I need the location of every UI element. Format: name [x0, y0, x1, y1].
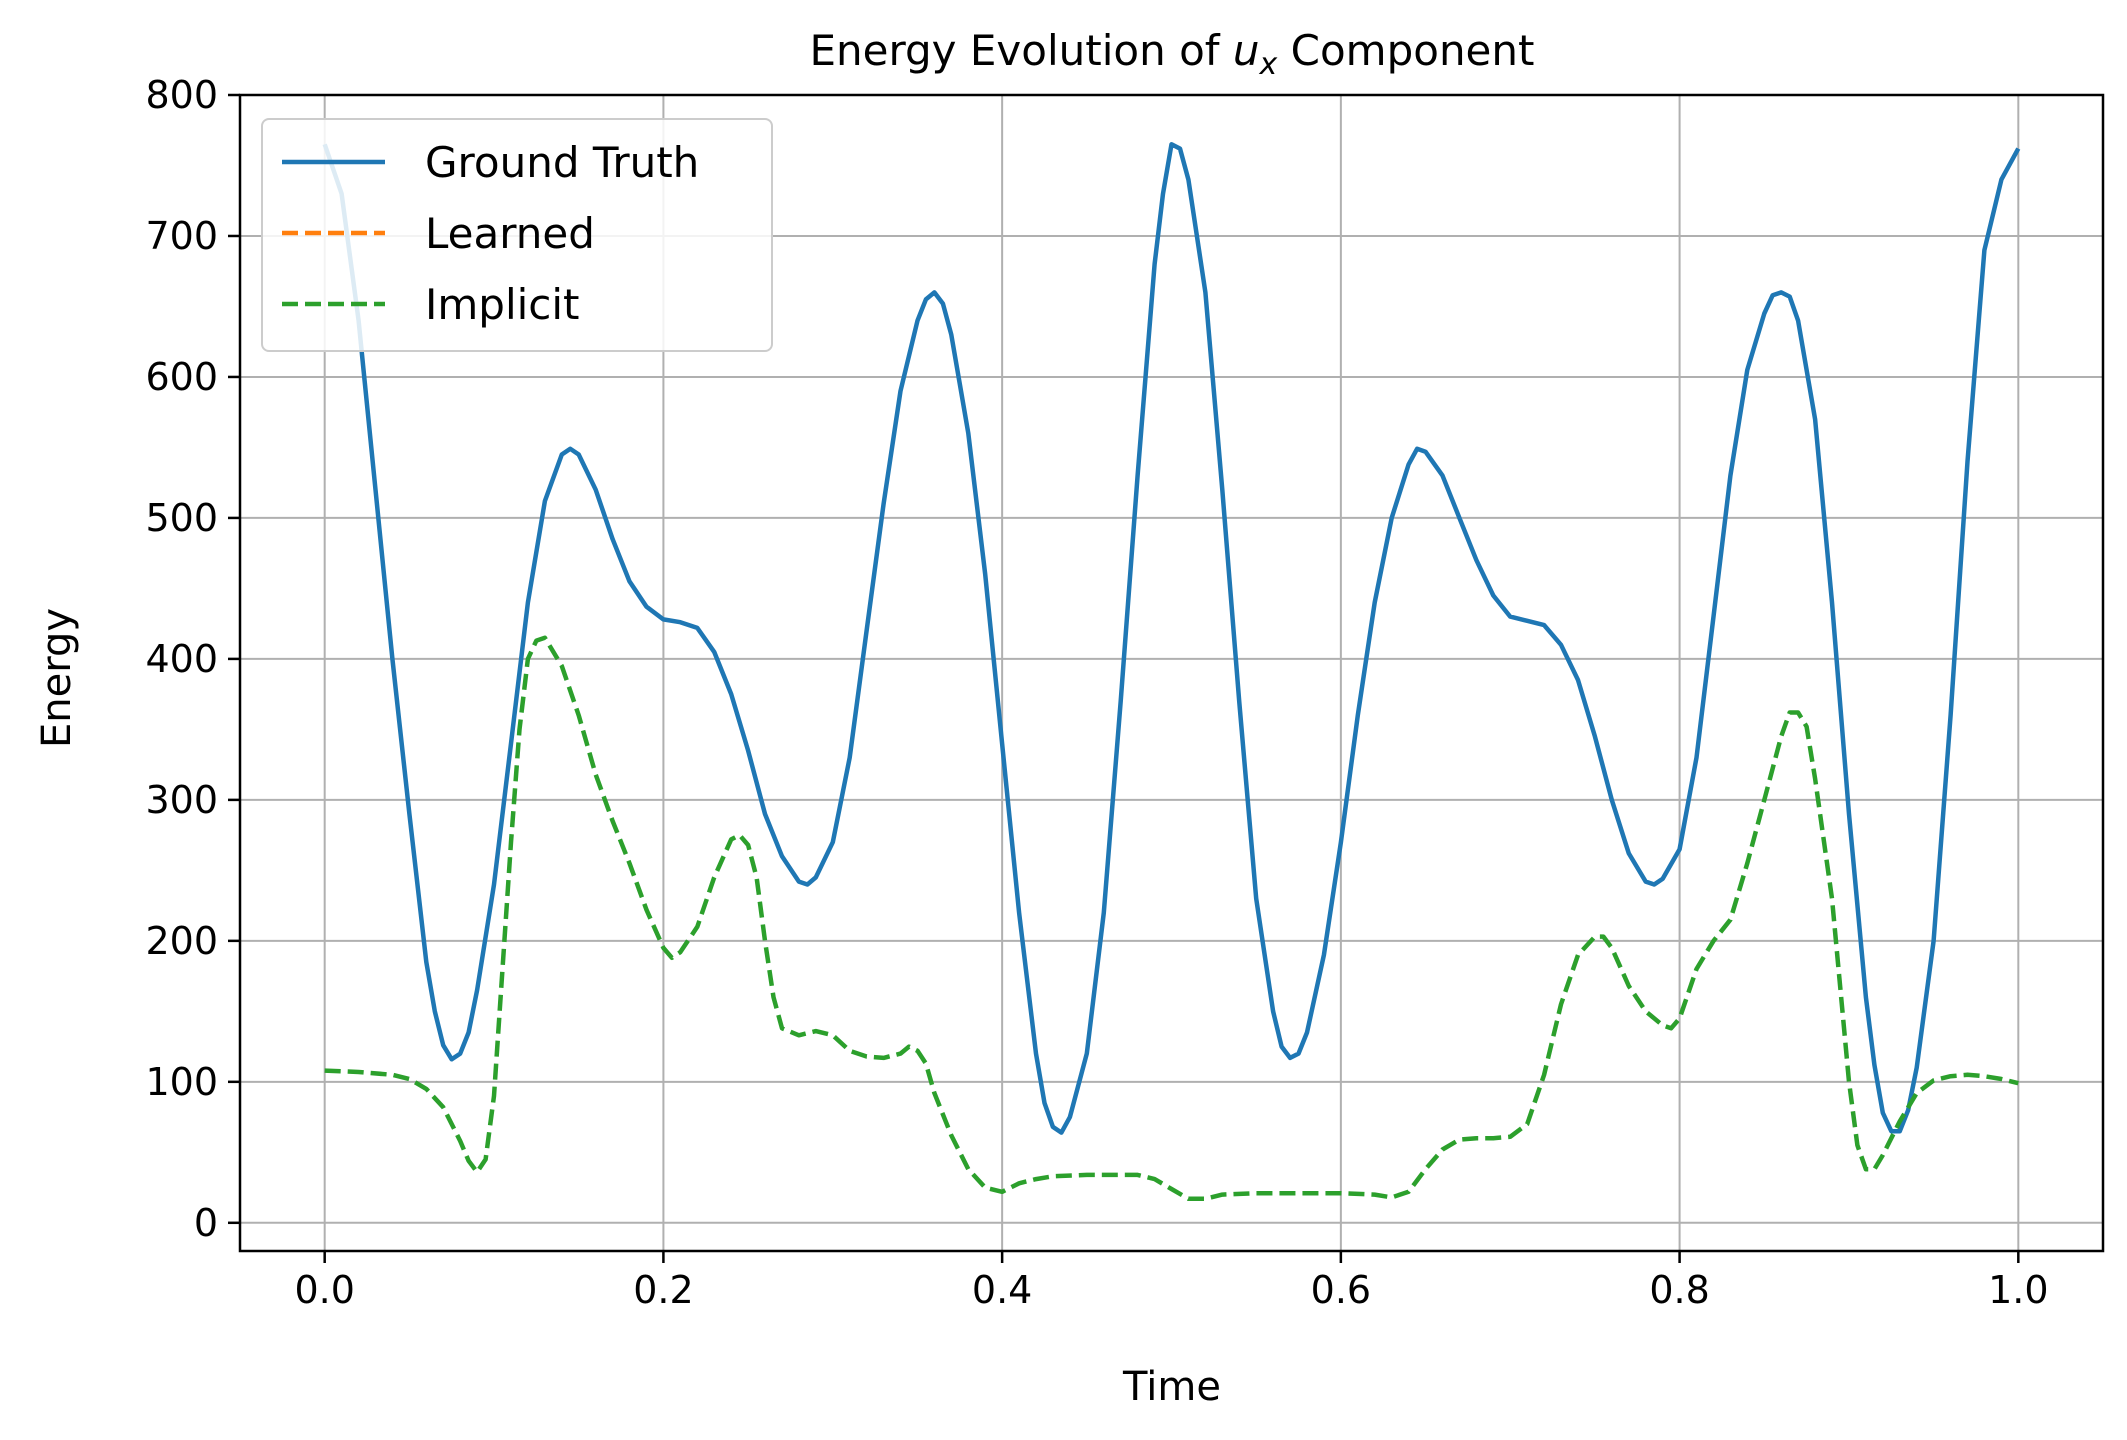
- x-tick-label: 0.2: [633, 1268, 693, 1312]
- y-tick-label: 700: [145, 214, 218, 258]
- series-layer: [322, 142, 2021, 1202]
- title-prefix: Energy Evolution of: [810, 26, 1233, 75]
- legend-label: Implicit: [425, 280, 580, 329]
- x-axis-label: Time: [1122, 1364, 1221, 1410]
- title-variable: u: [1233, 26, 1260, 75]
- title-suffix: Component: [1277, 26, 1534, 75]
- y-tick-label: 200: [145, 919, 218, 963]
- y-tick-label: 100: [145, 1060, 218, 1104]
- series-line-implicit: [324, 635, 2019, 1202]
- legend: Ground Truth Learned Implicit: [261, 118, 773, 352]
- x-tick-label: 0.6: [1311, 1268, 1371, 1312]
- y-tick-label: 300: [145, 778, 218, 822]
- legend-label: Ground Truth: [425, 138, 699, 187]
- y-tick-label: 400: [145, 637, 218, 681]
- x-tick-label: 0.0: [294, 1268, 354, 1312]
- legend-box: [261, 118, 773, 352]
- x-tick-label: 0.4: [972, 1268, 1032, 1312]
- y-tick-label: 0: [194, 1201, 218, 1245]
- y-tick-label: 800: [145, 73, 218, 117]
- x-tick-label: 0.8: [1649, 1268, 1709, 1312]
- legend-label: Learned: [425, 209, 595, 258]
- y-axis-label: Energy: [34, 608, 80, 748]
- plot-frame: [238, 93, 2105, 1253]
- chart-title: Energy Evolution of ux Component: [810, 26, 1535, 82]
- axes: 0.0 0.2 0.4 0.6 0.8 1.0 0 100 200 300 400 500 600 700…: [145, 73, 2105, 1312]
- series-line-ground-truth: [322, 142, 2021, 1135]
- y-tick-label: 500: [145, 496, 218, 540]
- y-tick-label: 600: [145, 355, 218, 399]
- x-tick-label: 1.0: [1988, 1268, 2048, 1312]
- title-subscript: x: [1259, 47, 1278, 82]
